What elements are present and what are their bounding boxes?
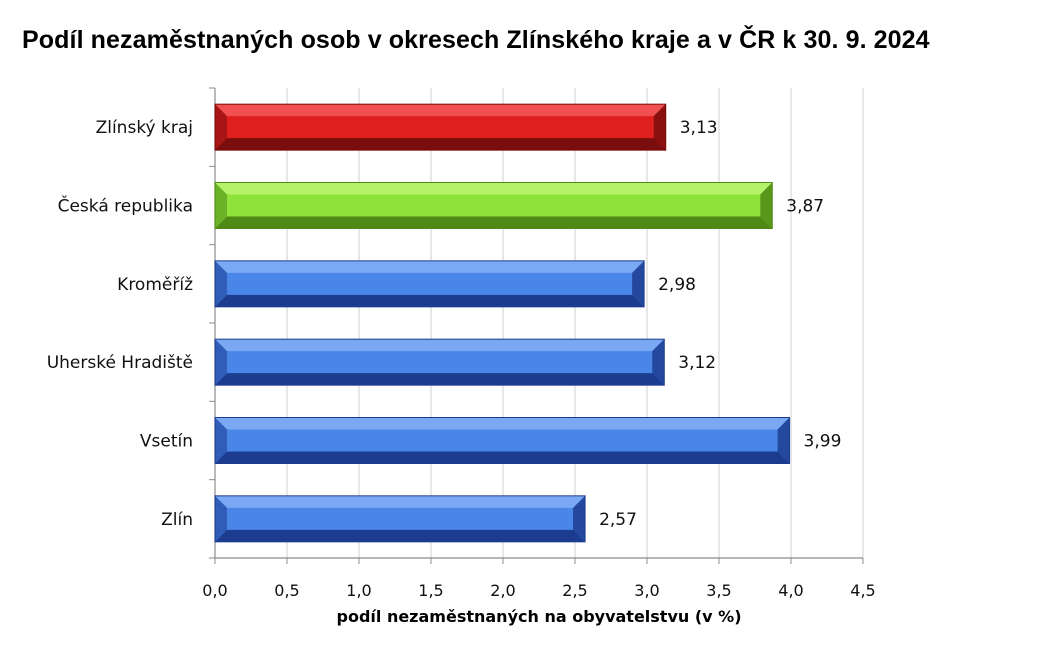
bar-bevel-left [215,182,227,229]
bar-bevel-bottom [215,216,773,229]
bar-bevel-bottom [215,138,666,151]
bar-bevel-top [215,260,645,273]
gridlines [286,88,864,558]
bar-bevel-top [215,417,790,430]
bar-bevel-top [215,182,773,195]
data-label: 3,13 [680,118,718,138]
x-tick-label: 1,0 [346,581,371,600]
data-label: 3,12 [678,353,716,373]
bar-bevel-right [760,182,773,229]
bar [214,260,645,308]
bar-bevel-top [215,104,666,117]
bar-bevel-right [573,495,586,542]
category-label: Zlínský kraj [96,118,193,138]
bar [214,103,667,151]
data-label: 2,57 [599,510,637,530]
x-tick-label: 1,5 [418,581,443,600]
bar-bevel-bottom [215,294,645,307]
data-label: 2,98 [658,275,696,295]
bar-bevel-top [215,339,665,352]
x-tick-label: 4,0 [778,581,803,600]
bar-bevel-bottom [215,451,790,464]
x-tick-label: 0,0 [202,581,227,600]
bar [214,338,665,386]
data-label: 3,87 [786,197,824,217]
bar-outline [214,495,586,543]
bar-bevel-right [777,417,790,464]
bar-outline [214,260,645,308]
bar-bevel-bottom [215,529,586,542]
bar [214,417,791,464]
bar-bevel-left [215,417,227,464]
bar-bevel-left [215,260,227,307]
bar-outline [214,417,791,464]
data-label: 3,99 [804,432,842,452]
bar [214,495,586,543]
bar-bevel-right [632,260,645,307]
category-label: Uherské Hradiště [47,353,193,373]
bar-outline [214,182,773,229]
bar [214,182,773,229]
x-tick-label: 3,5 [706,581,731,600]
x-tick-label: 4,5 [850,581,875,600]
x-axis-title: podíl nezaměstnaných na obyvatelstvu (v … [336,607,742,626]
bar-bevel-top [215,495,586,508]
x-tick-label: 2,0 [490,581,515,600]
x-tick-label: 0,5 [274,581,299,600]
category-label: Kroměříž [117,275,193,295]
bar-outline [214,338,665,386]
bar-bevel-left [215,339,227,386]
category-label: Česká republika [58,195,193,217]
x-tick-label: 2,5 [562,581,587,600]
bar-bevel-bottom [215,373,665,386]
bar-bevel-right [652,339,665,386]
category-label: Vsetín [140,432,193,452]
category-label: Zlín [161,510,193,530]
x-tick-label: 3,0 [634,581,659,600]
bar-bevel-left [215,495,227,542]
bar-outline [214,103,667,151]
bar-bevel-left [215,104,227,151]
bar-bevel-right [653,104,666,151]
chart-title: Podíl nezaměstnaných osob v okresech Zlí… [22,26,930,54]
